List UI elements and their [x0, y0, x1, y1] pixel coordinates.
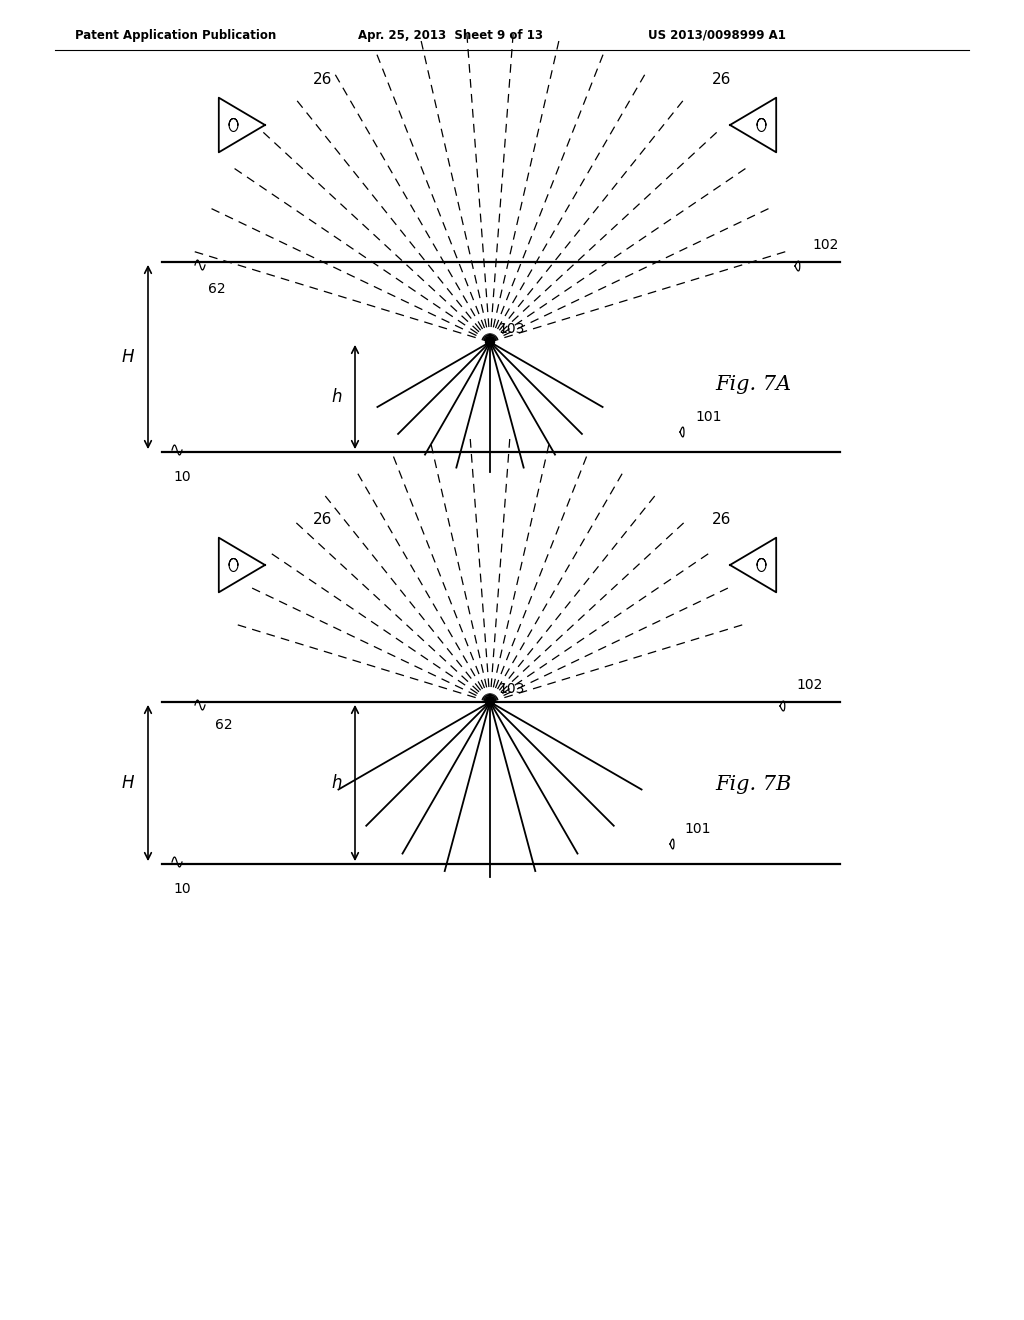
Text: 26: 26: [712, 512, 731, 527]
Text: 103: 103: [498, 322, 524, 337]
Text: 26: 26: [712, 73, 731, 87]
Circle shape: [485, 697, 495, 706]
Text: 62: 62: [208, 282, 225, 296]
Text: h: h: [332, 774, 342, 792]
Text: 26: 26: [313, 512, 333, 527]
Text: 101: 101: [684, 822, 711, 836]
Text: H: H: [122, 774, 134, 792]
Text: Fig. 7B: Fig. 7B: [715, 776, 792, 795]
Text: 26: 26: [313, 73, 333, 87]
Text: Patent Application Publication: Patent Application Publication: [75, 29, 276, 41]
Text: Apr. 25, 2013  Sheet 9 of 13: Apr. 25, 2013 Sheet 9 of 13: [358, 29, 543, 41]
Text: 62: 62: [215, 718, 232, 733]
Circle shape: [485, 338, 495, 346]
Text: Fig. 7A: Fig. 7A: [715, 375, 792, 395]
Text: 10: 10: [173, 882, 190, 896]
Text: US 2013/0098999 A1: US 2013/0098999 A1: [648, 29, 785, 41]
Text: H: H: [122, 348, 134, 366]
Text: 103: 103: [498, 682, 524, 696]
Text: 102: 102: [796, 678, 822, 692]
Text: 102: 102: [812, 238, 839, 252]
Text: 10: 10: [173, 470, 190, 484]
Text: h: h: [332, 388, 342, 407]
Text: 101: 101: [695, 411, 722, 424]
